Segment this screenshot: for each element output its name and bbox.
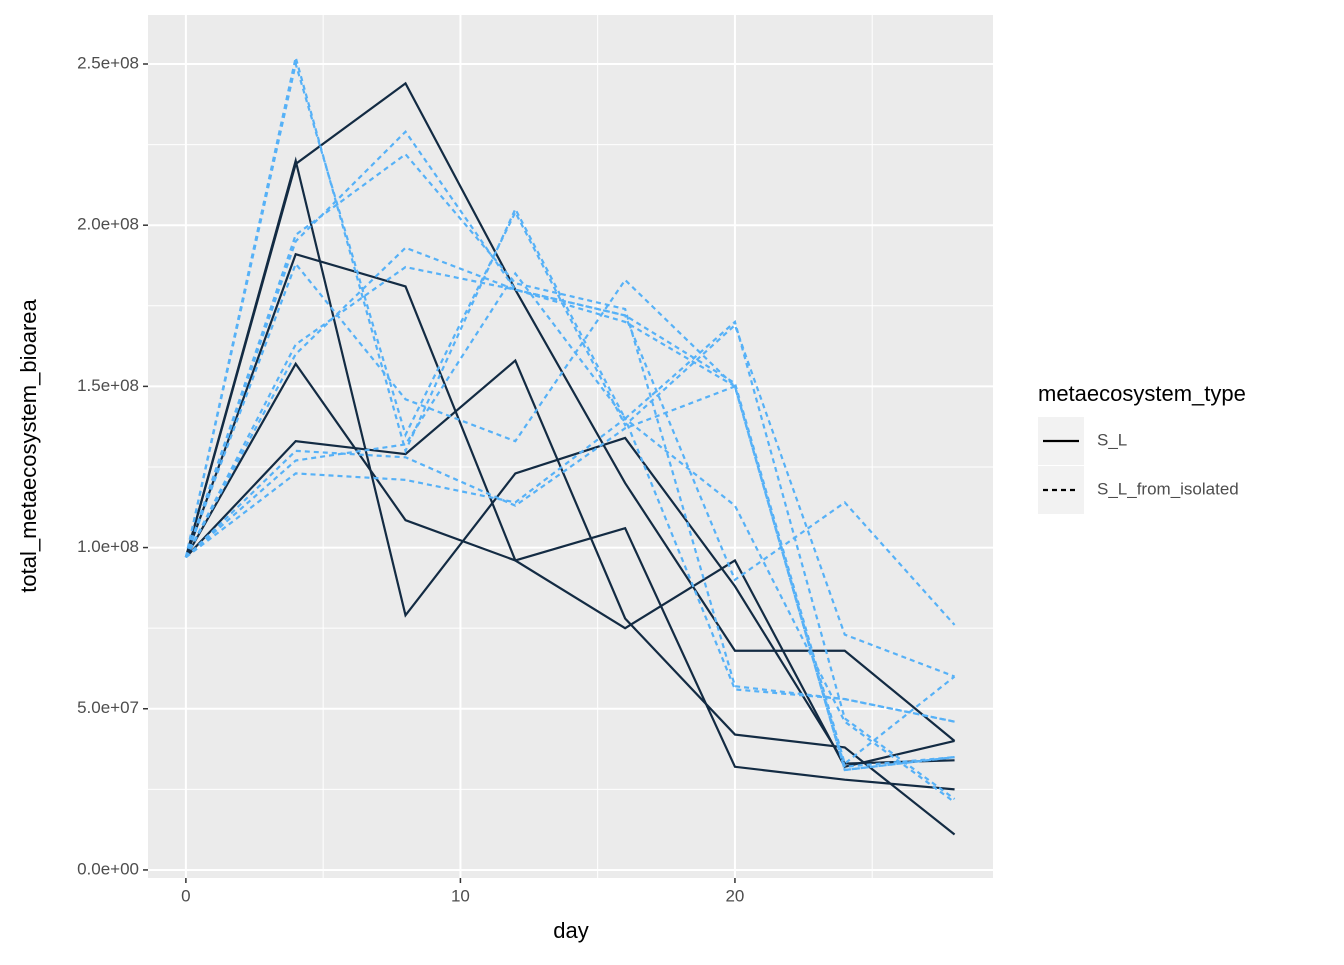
legend: S_L S_L_from_isolated: [1038, 417, 1239, 514]
x-tick-label: 0: [181, 886, 190, 905]
y-tick-label: 1.0e+08: [77, 537, 139, 556]
series-line: [184, 265, 956, 766]
legend-label: S_L: [1097, 430, 1127, 449]
x-tick-label: 10: [451, 886, 470, 905]
series-line: [184, 252, 955, 769]
y-axis-title: total_metaecosystem_bioarea: [16, 298, 41, 592]
series-line: [185, 416, 955, 723]
series-line: [185, 271, 956, 804]
series-line: [184, 59, 955, 678]
series-line: [184, 261, 955, 772]
legend-title: metaecosystem_type: [1038, 381, 1246, 406]
series-line: [185, 384, 955, 772]
series-line: [184, 361, 955, 791]
legend-label: S_L_from_isolated: [1097, 479, 1239, 498]
y-tick-label: 1.5e+08: [77, 376, 139, 395]
panel: [148, 15, 993, 878]
x-tick-label: 20: [725, 886, 744, 905]
y-tick-label: 5.0e+07: [77, 698, 139, 717]
x-axis-title: day: [553, 918, 588, 943]
y-tick-label: 2.0e+08: [77, 215, 139, 234]
y-tick-label: 0.0e+00: [77, 859, 139, 878]
y-tick-label: 2.5e+08: [77, 53, 139, 72]
series-line: [185, 358, 956, 836]
lines: [184, 57, 956, 836]
